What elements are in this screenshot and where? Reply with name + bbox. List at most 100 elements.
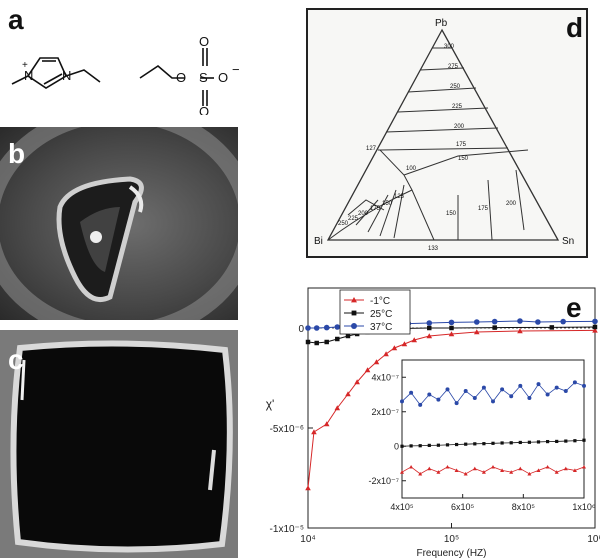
inset-data-point <box>518 383 523 388</box>
svg-text:100: 100 <box>406 166 417 172</box>
data-point <box>535 319 541 325</box>
inset-data-point <box>427 443 431 447</box>
data-point <box>427 325 432 331</box>
inset-data-point <box>582 438 586 442</box>
inset-data-point <box>500 441 504 445</box>
legend-marker <box>351 323 357 329</box>
inset-series-circle <box>400 380 586 407</box>
inset-data-point <box>400 444 404 448</box>
svg-text:275: 275 <box>448 64 459 70</box>
inset-data-point <box>518 440 522 445</box>
data-point <box>364 367 371 373</box>
svg-text:225: 225 <box>348 216 359 222</box>
inset-data-point <box>400 470 404 474</box>
inset-data-point <box>481 385 486 390</box>
inset-data-point <box>518 466 523 471</box>
inset-data-point <box>536 468 541 472</box>
y-tick-label: -5x10⁻⁶ <box>270 424 304 435</box>
inset-data-point <box>500 387 505 392</box>
svg-text:S: S <box>199 70 208 85</box>
svg-text:200: 200 <box>506 201 517 207</box>
inset-data-point <box>409 444 413 448</box>
data-point <box>426 320 433 326</box>
svg-text:O: O <box>199 104 209 115</box>
inset-data-point <box>563 389 568 394</box>
inset-data-point <box>436 470 441 474</box>
ternary-phase-diagram: Pb Bi Sn 300 275 250 225 200 175 150 127… <box>314 18 574 252</box>
data-point <box>373 359 380 365</box>
panel-label-b: b <box>8 138 26 169</box>
data-point <box>411 337 418 343</box>
svg-text:127: 127 <box>366 146 377 152</box>
inset-data-point <box>582 383 586 388</box>
inset-data-point <box>400 399 404 404</box>
data-point <box>323 324 330 331</box>
inset-y-tick-label: -2x10⁻⁷ <box>368 476 399 486</box>
svg-text:150: 150 <box>458 156 469 162</box>
inset-data-point <box>509 394 514 399</box>
inset-series-square <box>400 438 586 448</box>
inset-data-point <box>573 439 577 443</box>
inset-data-point <box>409 464 414 469</box>
inset-data-point <box>564 439 568 443</box>
inset-y-tick-label: 0 <box>394 441 399 451</box>
inset-data-point <box>546 439 550 444</box>
inset-data-point <box>472 466 477 471</box>
legend-label: -1°C <box>370 296 390 307</box>
data-point <box>383 351 389 357</box>
inset-data-point <box>572 468 577 472</box>
inset-data-point <box>536 440 541 444</box>
svg-text:150: 150 <box>382 201 393 207</box>
svg-text:133: 133 <box>428 246 439 252</box>
svg-text:200: 200 <box>358 211 369 217</box>
inset-data-point <box>554 385 559 390</box>
x-tick-label: 10⁵ <box>444 534 459 545</box>
data-point <box>324 339 329 345</box>
x-tick-label: 10⁴ <box>300 534 315 545</box>
inset-data-point <box>445 387 450 392</box>
svg-text:200: 200 <box>454 124 465 130</box>
data-point <box>492 325 497 330</box>
svg-text:175: 175 <box>456 142 467 148</box>
legend-marker <box>351 297 357 303</box>
inset-data-point <box>491 464 495 469</box>
inset-data-point <box>409 390 414 395</box>
svg-text:O: O <box>199 34 209 49</box>
data-point <box>391 345 398 351</box>
inset-series-triangle <box>400 464 586 476</box>
inset-data-point <box>436 397 441 402</box>
inset-data-point <box>418 471 423 476</box>
inset-data-point <box>463 389 468 394</box>
data-point <box>311 429 317 435</box>
svg-text:150: 150 <box>446 211 457 217</box>
svg-text:250: 250 <box>338 221 349 227</box>
inset-data-point <box>473 442 477 446</box>
inset-data-point <box>563 466 568 471</box>
data-point <box>517 318 523 324</box>
inset-y-tick-label: 2x10⁻⁷ <box>371 407 399 417</box>
inset-data-point <box>427 466 432 471</box>
inset-data-point <box>472 395 477 400</box>
inset-data-point <box>545 392 550 397</box>
inset-data-point <box>536 382 541 387</box>
inset-data-point <box>455 442 459 447</box>
x-tick-label: 10⁶ <box>587 534 600 545</box>
data-point <box>592 318 598 325</box>
inset-data-point <box>491 441 495 445</box>
svg-text:225: 225 <box>452 104 463 110</box>
series-triangle <box>305 327 598 491</box>
data-point <box>334 324 341 330</box>
inset-data-point <box>582 464 586 469</box>
data-point <box>448 319 455 326</box>
legend: -1°C 25°C 37°C <box>339 289 411 335</box>
inset-x-tick-label: 4x10⁵ <box>390 502 414 512</box>
inset-x-tick-label: 1x10⁶ <box>572 502 596 512</box>
panel-label-d: d <box>566 12 584 43</box>
data-point <box>401 341 408 347</box>
inset-data-point <box>418 444 422 448</box>
inset-data-point <box>509 470 514 474</box>
n-plus: N <box>24 68 33 83</box>
legend-label: 25°C <box>370 309 392 320</box>
data-point <box>314 340 319 346</box>
inset-data-point <box>527 471 532 476</box>
